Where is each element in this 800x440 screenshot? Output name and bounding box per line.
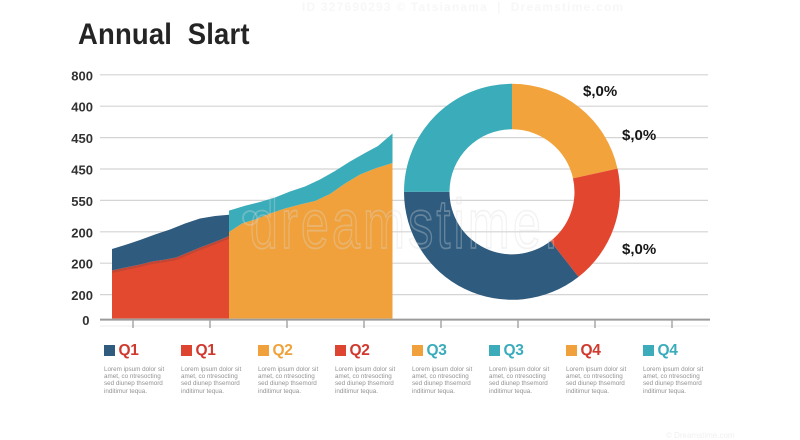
svg-text:0: 0	[82, 313, 89, 328]
svg-text:200: 200	[71, 225, 93, 240]
svg-text:800: 800	[71, 68, 93, 83]
svg-text:$,0%: $,0%	[622, 127, 656, 144]
svg-text:200: 200	[71, 257, 93, 272]
svg-text:450: 450	[71, 131, 93, 146]
svg-text:dreamstime.: dreamstime.	[250, 185, 558, 263]
svg-text:550: 550	[71, 194, 93, 209]
svg-text:$,0%: $,0%	[622, 241, 656, 258]
svg-text:400: 400	[71, 100, 93, 115]
svg-text:200: 200	[71, 288, 93, 303]
svg-text:450: 450	[71, 163, 93, 178]
svg-text:$,0%: $,0%	[583, 83, 617, 100]
